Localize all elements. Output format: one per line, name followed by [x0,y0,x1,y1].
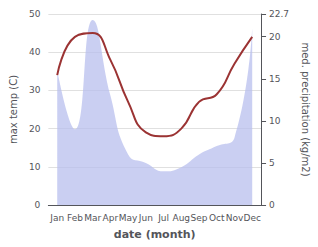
svg-text:10: 10 [29,162,41,172]
svg-text:Jun: Jun [138,213,153,223]
svg-text:50: 50 [29,9,41,19]
svg-text:Sep: Sep [191,213,208,223]
svg-text:date (month): date (month) [114,228,196,241]
svg-text:Feb: Feb [67,213,83,223]
svg-text:Aug: Aug [173,213,191,223]
svg-text:Nov: Nov [226,213,244,223]
svg-text:20: 20 [269,32,281,42]
svg-text:Oct: Oct [209,213,225,223]
svg-text:med. precipitation (kg/m2): med. precipitation (kg/m2) [300,42,311,176]
svg-text:0: 0 [269,200,275,210]
svg-text:Dec: Dec [243,213,260,223]
svg-text:22.7: 22.7 [269,9,289,19]
svg-text:0: 0 [35,200,41,210]
svg-text:May: May [119,213,138,223]
svg-text:max temp (C): max temp (C) [8,75,19,144]
svg-text:10: 10 [269,116,281,126]
svg-text:Mar: Mar [84,213,101,223]
svg-text:Jan: Jan [49,213,64,223]
svg-text:5: 5 [269,158,275,168]
svg-text:20: 20 [29,124,41,134]
svg-text:Jul: Jul [157,213,169,223]
svg-text:30: 30 [29,85,41,95]
svg-text:15: 15 [269,74,280,84]
svg-text:40: 40 [29,47,41,57]
svg-text:Apr: Apr [103,213,119,223]
